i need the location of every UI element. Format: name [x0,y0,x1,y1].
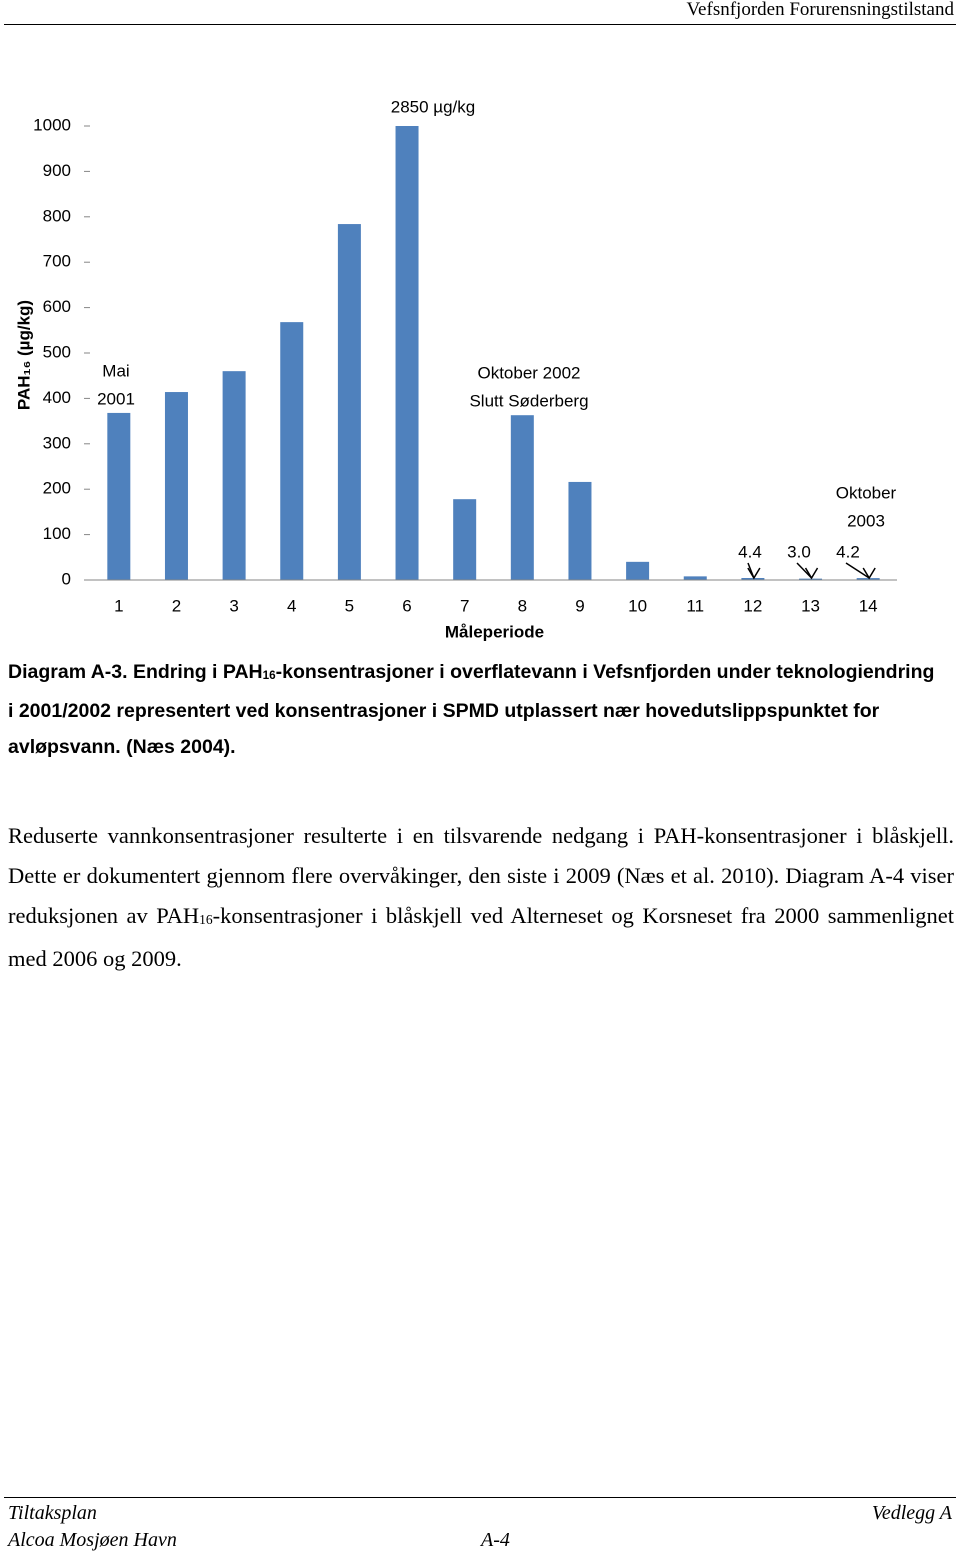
x-tick-label: 13 [801,596,820,615]
bar [683,576,707,580]
x-axis-label: Måleperiode [445,622,544,641]
arrow-head [747,567,761,580]
y-tick-label: 700 [43,252,71,271]
bar [568,481,592,580]
arrow-head [862,567,876,580]
x-tick-label: 12 [743,596,762,615]
y-tick-label: 1000 [33,115,71,134]
bar [280,322,304,580]
x-tick-label: 10 [628,596,647,615]
header-rule [4,24,956,25]
annotation: Oktober 2002 [477,363,580,382]
x-tick-label: 4 [287,596,296,615]
bar [856,578,880,580]
bar [164,392,188,580]
body-paragraph: Reduserte vannkonsentrasjoner resulterte… [8,816,954,979]
bar [626,561,650,580]
y-tick-label: 500 [43,342,71,361]
annotation: Oktober [836,483,897,502]
y-tick-label: 900 [43,161,71,180]
y-tick-label: 100 [43,524,71,543]
footer-left-top: Tiltaksplan [8,1502,97,1524]
x-tick-label: 11 [686,596,704,615]
arrow-shaft [796,562,813,579]
caption-subscript: 16 [262,669,276,683]
caption-text: -konsentrasjoner i overflatevann i Vefsn… [8,661,935,758]
footer-rule [4,1497,956,1498]
value-label: 2850 µg/kg [391,97,475,116]
bar [337,224,361,580]
x-tick-label: 3 [229,596,238,615]
footer-page-number: A-4 [481,1529,510,1551]
value-label: 4.2 [836,542,860,561]
figure-caption: Diagram A-3. Endring i PAH16-konsentrasj… [8,654,938,765]
x-tick-label: 8 [518,596,527,615]
arrow-shaft [845,562,870,579]
x-tick-label: 14 [859,596,878,615]
caption-text: Diagram A-3. Endring i PAH [8,661,263,683]
bar [799,578,823,580]
y-tick-label: 800 [43,206,71,225]
x-tick-label: 1 [114,596,123,615]
x-tick-label: 5 [345,596,354,615]
value-label: 4.4 [738,542,762,561]
bar [741,578,765,580]
arrow-head [804,567,819,580]
y-tick-label: 200 [43,479,71,498]
x-tick-label: 6 [402,596,411,615]
y-tick-label: 600 [43,297,71,316]
value-label: 3.0 [787,542,811,561]
annotation: Mai [102,361,129,380]
footer-right-top: Vedlegg A [871,1502,952,1524]
bar [510,415,534,580]
x-tick-label: 2 [172,596,181,615]
header-title: Vefsnfjorden Forurensningstilstand [686,0,954,20]
bar [395,126,419,580]
y-tick-label: 400 [43,388,71,407]
bars [107,126,880,580]
bar [107,412,131,580]
x-tick-label: 7 [460,596,469,615]
chart: 0 100 200 300 400 500 600 700 800 900 1000 PAH₁₆ (µ… [14,97,897,641]
bar [453,499,477,580]
footer-left-bottom: Alcoa Mosjøen Havn [8,1529,177,1551]
x-tick-label: 9 [575,596,584,615]
y-axis-label: PAH₁₆ (µg/kg) [14,300,33,410]
y-tick-label: 300 [43,433,71,452]
body-text: Reduserte vannkonsentrasjoner resulterte… [8,823,954,928]
bar [222,371,246,580]
annotation: 2003 [847,511,885,530]
body-text: -konsentrasjoner i blåskjell ved Alterne… [8,903,955,971]
annotation: 2001 [97,389,135,408]
y-tick-label: 0 [62,569,71,588]
annotation: Slutt Søderberg [469,391,588,410]
body-subscript: 16 [199,912,213,928]
